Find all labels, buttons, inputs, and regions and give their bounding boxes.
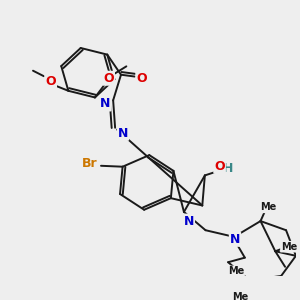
Text: O: O (136, 72, 147, 85)
Text: Br: Br (81, 158, 97, 170)
Text: N: N (184, 214, 194, 228)
Text: Me: Me (260, 202, 277, 212)
Text: O: O (45, 75, 56, 88)
Text: N: N (230, 233, 240, 246)
Text: N: N (100, 98, 110, 110)
Text: Me: Me (232, 292, 248, 300)
Text: Me: Me (281, 242, 297, 252)
Text: N: N (118, 127, 128, 140)
Text: Me: Me (228, 266, 244, 276)
Text: O: O (214, 160, 225, 173)
Text: O: O (103, 72, 114, 85)
Text: H: H (223, 162, 234, 175)
